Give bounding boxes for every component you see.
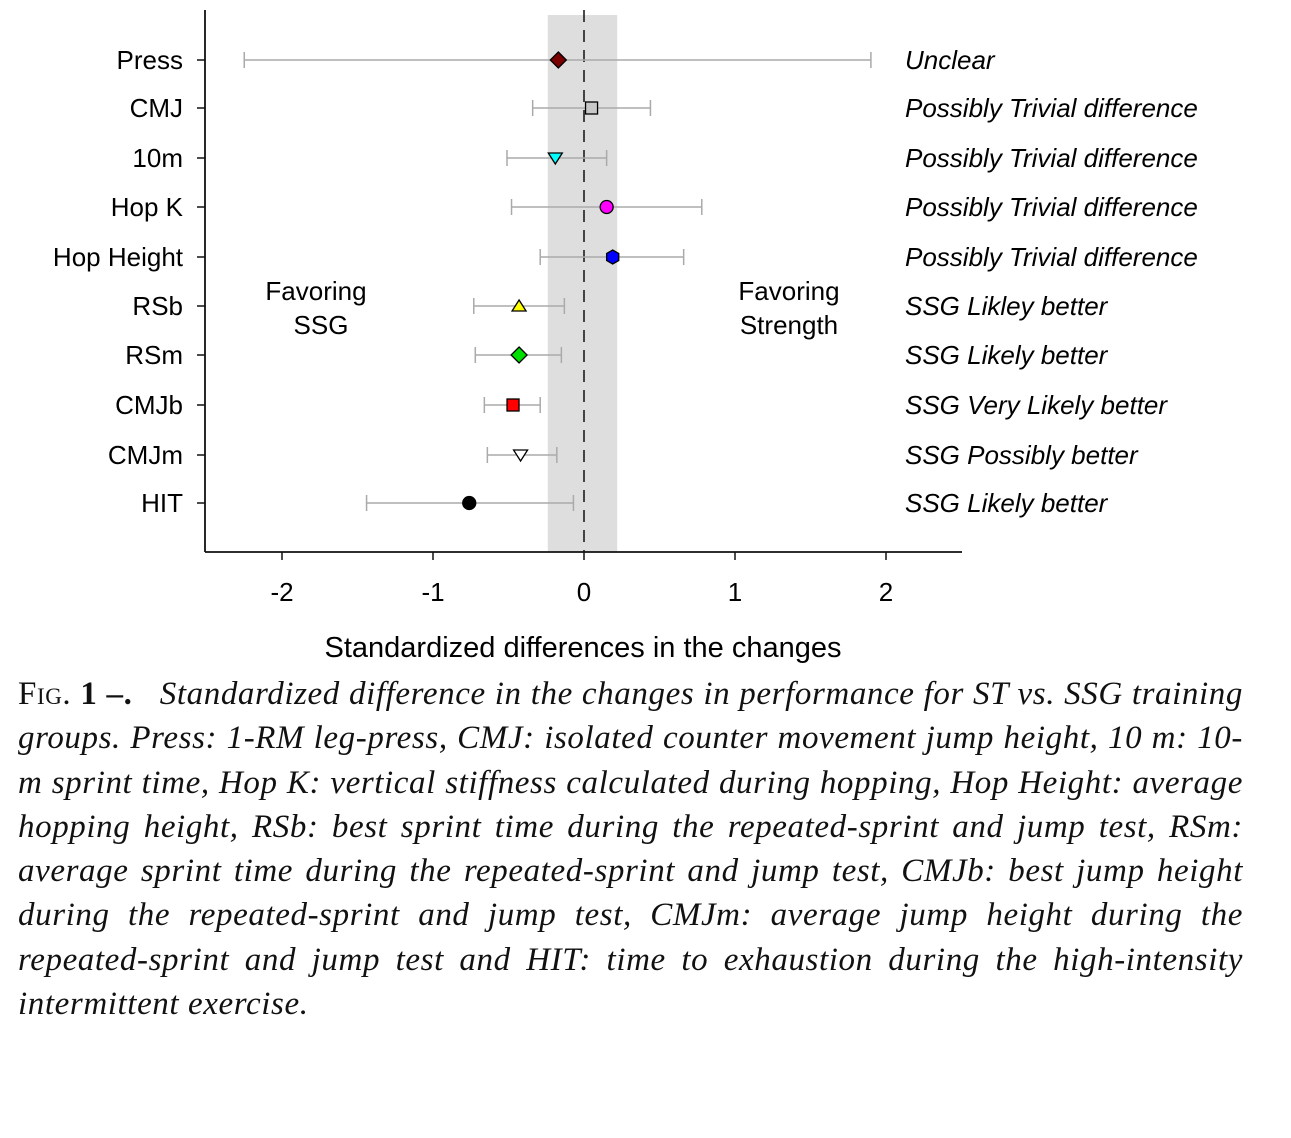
- row-rsm: RSm SSG Likely better: [125, 340, 1108, 370]
- row-annotation: Possibly Trivial difference: [905, 93, 1198, 123]
- row-cmjb: CMJb SSG Very Likely better: [115, 390, 1168, 420]
- row-label: Press: [117, 45, 183, 75]
- trivial-band: [547, 15, 618, 552]
- point-marker: [547, 152, 564, 166]
- region-label-right-2: Strength: [740, 310, 838, 340]
- row-label: CMJ: [130, 93, 183, 123]
- row-label: 10m: [132, 143, 183, 173]
- row-label: RSb: [132, 291, 183, 321]
- point-marker: [510, 298, 528, 312]
- region-label-left-2: SSG: [294, 310, 349, 340]
- point-marker: [506, 398, 520, 412]
- row-label: Hop Height: [53, 242, 184, 272]
- row-hop-k: Hop K Possibly Trivial difference: [111, 192, 1198, 222]
- x-tick-label: -1: [421, 577, 444, 607]
- row-cmj: CMJ Possibly Trivial difference: [130, 93, 1198, 123]
- x-tick-label: 0: [577, 577, 591, 607]
- row-hit: HIT SSG Likely better: [141, 488, 1109, 518]
- forest-plot: -2 -1 0 1 2 Press Unclear CMJ Possibly Trivial …: [53, 10, 1198, 664]
- row-label: Hop K: [111, 192, 184, 222]
- x-tick-label: -2: [270, 577, 293, 607]
- x-tick-label: 2: [879, 577, 893, 607]
- row-annotation: Possibly Trivial difference: [905, 143, 1198, 173]
- caption-text: Standardized difference in the changes i…: [18, 676, 1243, 1023]
- row-cmjm: CMJm SSG Possibly better: [108, 440, 1139, 470]
- row-hop-height: Hop Height Possibly Trivial difference: [53, 242, 1198, 272]
- point-marker: [549, 51, 568, 69]
- row-annotation: Unclear: [905, 45, 996, 75]
- figure-label: Fig. 1 –.: [18, 676, 133, 712]
- row-annotation: SSG Likely better: [905, 340, 1109, 370]
- row-10m: 10m Possibly Trivial difference: [132, 143, 1197, 173]
- point-marker: [599, 199, 614, 215]
- row-label: RSm: [125, 340, 183, 370]
- point-marker: [462, 495, 477, 511]
- x-axis-label: Standardized differences in the changes: [325, 632, 842, 664]
- point-marker: [510, 346, 528, 364]
- row-rsb: RSb SSG Likley better: [132, 291, 1108, 321]
- row-annotation: SSG Very Likely better: [905, 390, 1168, 420]
- row-annotation: SSG Likely better: [905, 488, 1109, 518]
- row-press: Press Unclear: [117, 45, 996, 75]
- row-annotation: Possibly Trivial difference: [905, 242, 1198, 272]
- row-annotation: SSG Likley better: [905, 291, 1109, 321]
- row-label: CMJm: [108, 440, 183, 470]
- region-label-left-1: Favoring: [265, 276, 366, 306]
- figure-caption: Fig. 1 –. Standardized difference in the…: [18, 672, 1243, 1026]
- row-annotation: SSG Possibly better: [905, 440, 1139, 470]
- row-label: CMJb: [115, 390, 183, 420]
- point-marker: [605, 249, 620, 265]
- row-label: HIT: [141, 488, 183, 518]
- point-marker: [512, 449, 529, 463]
- row-annotation: Possibly Trivial difference: [905, 192, 1198, 222]
- point-marker: [584, 101, 599, 115]
- x-tick-label: 1: [728, 577, 742, 607]
- region-label-right-1: Favoring: [738, 276, 839, 306]
